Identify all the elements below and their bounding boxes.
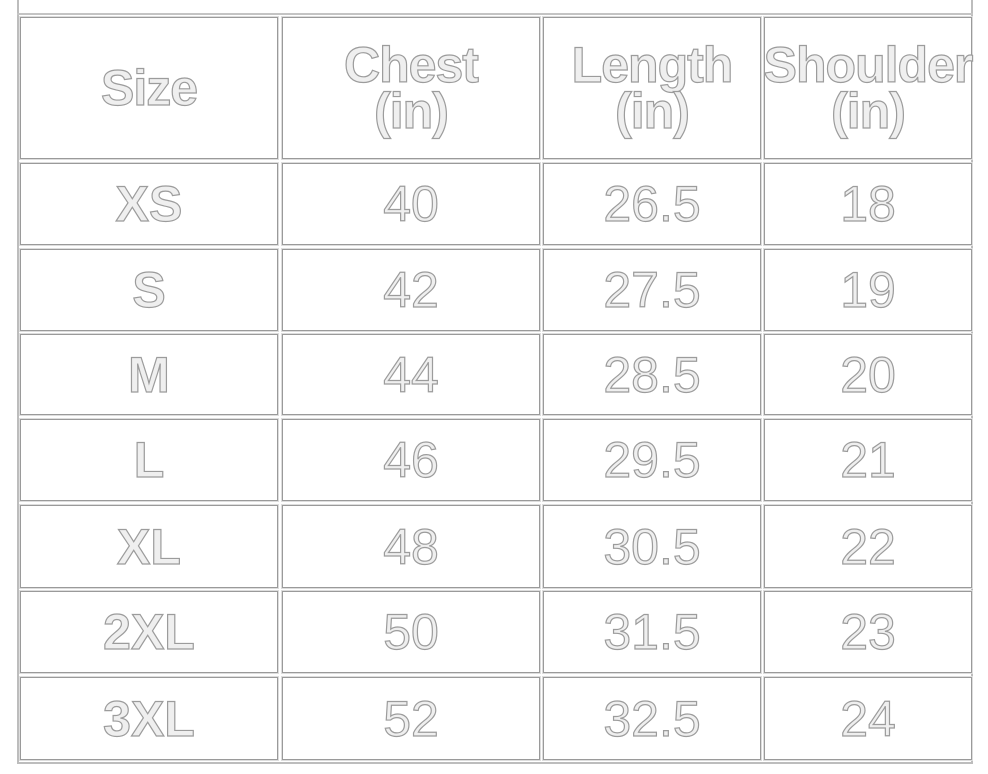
cell-value: 28.5 xyxy=(603,346,702,403)
cell-length: 32.5 xyxy=(543,677,761,760)
header-chest: Chest (in) xyxy=(282,17,540,159)
cell-value: L xyxy=(133,431,165,488)
cell-value: 22 xyxy=(840,518,897,575)
cell-length: 30.5 xyxy=(543,505,761,588)
cell-value: 46 xyxy=(383,431,440,488)
cell-value: 32.5 xyxy=(603,690,702,747)
cell-size: XL xyxy=(20,505,278,588)
cell-chest: 44 xyxy=(282,334,540,415)
cell-chest: 48 xyxy=(282,505,540,588)
cell-chest: 46 xyxy=(282,419,540,501)
cell-value: XS xyxy=(115,175,183,232)
cell-value: M xyxy=(128,346,171,403)
header-label: Shoulder (in) xyxy=(763,37,974,139)
cell-chest: 50 xyxy=(282,591,540,673)
header-size: Size xyxy=(20,17,278,159)
cell-length: 31.5 xyxy=(543,591,761,673)
cell-value: 23 xyxy=(840,603,897,660)
cell-shoulder: 24 xyxy=(764,677,972,760)
header-label: Length (in) xyxy=(571,37,734,139)
cell-value: 3XL xyxy=(103,690,196,747)
cell-value: 19 xyxy=(840,261,897,318)
cell-chest: 52 xyxy=(282,677,540,760)
cell-shoulder: 19 xyxy=(764,249,972,331)
cell-value: 2XL xyxy=(103,603,196,660)
cell-size: 3XL xyxy=(20,677,278,760)
header-shoulder: Shoulder (in) xyxy=(763,17,974,159)
cell-length: 28.5 xyxy=(543,334,761,415)
cell-value: 52 xyxy=(383,690,440,747)
cell-value: 24 xyxy=(840,690,897,747)
cell-value: 18 xyxy=(840,175,897,232)
cell-value: 48 xyxy=(383,518,440,575)
header-length: Length (in) xyxy=(543,17,761,159)
cell-chest: 40 xyxy=(282,163,540,245)
cell-value: S xyxy=(132,261,167,318)
cell-value: XL xyxy=(116,518,181,575)
cell-value: 20 xyxy=(840,346,897,403)
cell-shoulder: 23 xyxy=(764,591,972,673)
divider xyxy=(17,13,973,15)
cell-size: M xyxy=(20,334,278,415)
cell-value: 27.5 xyxy=(603,261,702,318)
cell-value: 44 xyxy=(383,346,440,403)
cell-shoulder: 21 xyxy=(764,419,972,501)
table-frame xyxy=(17,0,973,764)
cell-length: 29.5 xyxy=(543,419,761,501)
cell-size: L xyxy=(20,419,278,501)
cell-size: S xyxy=(20,249,278,331)
cell-shoulder: 18 xyxy=(764,163,972,245)
cell-value: 31.5 xyxy=(603,603,702,660)
cell-length: 26.5 xyxy=(543,163,761,245)
cell-value: 29.5 xyxy=(603,431,702,488)
header-label: Size xyxy=(100,60,198,116)
cell-value: 42 xyxy=(383,261,440,318)
header-label: Chest (in) xyxy=(343,37,479,139)
cell-value: 26.5 xyxy=(603,175,702,232)
cell-size: 2XL xyxy=(20,591,278,673)
cell-shoulder: 22 xyxy=(764,505,972,588)
cell-chest: 42 xyxy=(282,249,540,331)
cell-value: 40 xyxy=(383,175,440,232)
cell-size: XS xyxy=(20,163,278,245)
cell-length: 27.5 xyxy=(543,249,761,331)
cell-value: 50 xyxy=(383,603,440,660)
cell-value: 21 xyxy=(840,431,897,488)
cell-shoulder: 20 xyxy=(764,334,972,415)
cell-value: 30.5 xyxy=(603,518,702,575)
